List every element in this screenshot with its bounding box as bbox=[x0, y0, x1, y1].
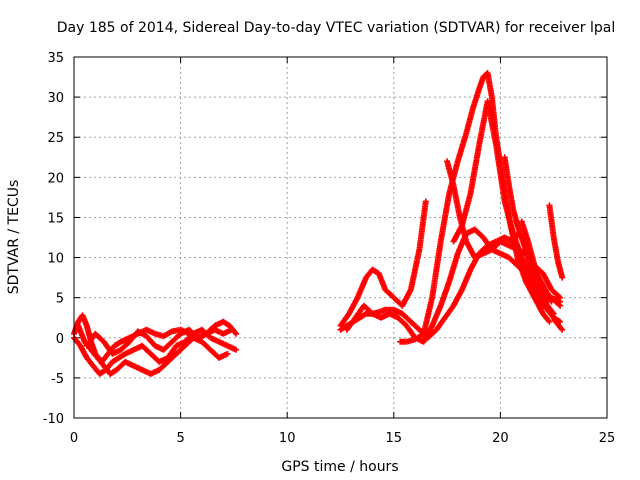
y-tick-label: 20 bbox=[47, 171, 64, 186]
x-tick-label: 0 bbox=[70, 431, 78, 446]
series-arc-6 bbox=[337, 198, 429, 329]
y-tick-label: -10 bbox=[43, 412, 64, 427]
plot-frame bbox=[73, 56, 608, 419]
y-tick-label: 15 bbox=[47, 211, 64, 226]
x-axis-label: GPS time / hours bbox=[281, 459, 398, 475]
chart-title: Day 185 of 2014, Sidereal Day-to-day VTE… bbox=[57, 20, 615, 36]
series-arc-3 bbox=[75, 322, 231, 377]
y-tick-label: 35 bbox=[47, 51, 64, 66]
data-point bbox=[228, 326, 235, 333]
data-point bbox=[233, 346, 240, 353]
data-series bbox=[71, 70, 566, 377]
data-point bbox=[224, 350, 231, 357]
data-point bbox=[559, 326, 566, 333]
y-tick-label: 0 bbox=[56, 332, 64, 347]
y-tick-label: 25 bbox=[47, 131, 64, 146]
data-point bbox=[546, 318, 553, 325]
x-tick-labels: 0 5 10 15 20 25 bbox=[70, 431, 615, 446]
y-tick-label: -5 bbox=[51, 372, 64, 387]
y-axis-label: SDTVAR / TECUs bbox=[6, 180, 22, 295]
data-point bbox=[550, 310, 557, 317]
series-arc-15 bbox=[518, 218, 557, 317]
y-tick-label: 5 bbox=[56, 292, 64, 307]
x-tick-label: 10 bbox=[279, 431, 296, 446]
y-tick-labels: -10 -5 0 5 10 15 20 25 30 35 bbox=[43, 51, 64, 427]
data-point bbox=[422, 198, 429, 205]
y-tick-label: 30 bbox=[47, 91, 64, 106]
data-point bbox=[559, 274, 566, 281]
x-tick-label: 20 bbox=[492, 431, 509, 446]
series-arc-4 bbox=[83, 326, 235, 357]
series-arc-13 bbox=[546, 202, 566, 281]
data-point bbox=[557, 298, 564, 305]
x-tick-label: 5 bbox=[176, 431, 184, 446]
data-point bbox=[233, 330, 240, 337]
x-tick-label: 15 bbox=[386, 431, 403, 446]
y-tick-label: 10 bbox=[47, 252, 64, 267]
x-tick-label: 25 bbox=[599, 431, 616, 446]
gridlines bbox=[74, 57, 607, 418]
